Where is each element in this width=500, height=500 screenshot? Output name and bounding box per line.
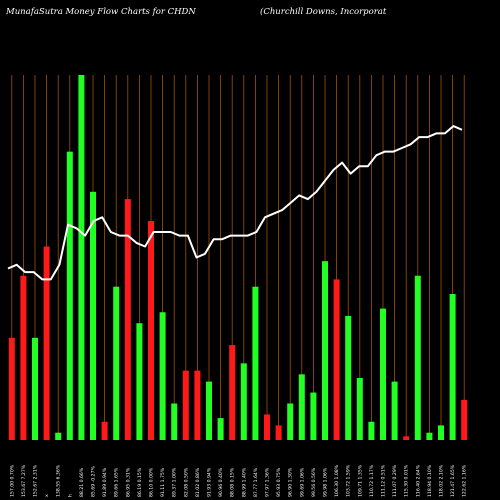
x-tick-label: 152.67 2.31% [33, 464, 39, 497]
x-tick-label: 138.55 6.36% [56, 464, 62, 497]
chart-title: MunafaSutra Money Flow Charts for CHDN [6, 7, 196, 17]
x-tick-label: 96.90 1.30% [288, 467, 294, 497]
money-flow-bar [264, 414, 270, 440]
money-flow-bar [206, 381, 212, 440]
money-flow-bar [229, 345, 236, 440]
money-flow-bar [32, 337, 38, 440]
x-tick-label: 90.96 0.40% [218, 467, 224, 497]
x-tick-label: 109.71 1.35% [357, 464, 363, 497]
x-tick-label: 153.67 7.27% [21, 464, 27, 497]
money-flow-bar [368, 421, 375, 440]
money-flow-bar [66, 151, 73, 440]
x-tick-label: 116.40 2.64% [415, 464, 421, 497]
x-tick-label: 81.02 0.86% [195, 467, 201, 497]
money-flow-bar [426, 432, 433, 440]
money-flow-bar [217, 418, 224, 440]
x-tick-label: 122.62 1.16% [462, 464, 468, 497]
x-tick-label: 87.77 1.64% [253, 467, 259, 497]
x-tick-label: 89.37 1.00% [172, 467, 178, 497]
x-tick-label: 89.66 1.65% [114, 467, 120, 497]
x-tick-label: 86.10 0.00% [149, 467, 155, 497]
money-flow-bar [90, 191, 96, 440]
money-flow-bar [356, 377, 363, 440]
money-flow-bar [78, 75, 85, 440]
money-flow-bar [252, 286, 259, 440]
x-tick-label: h [67, 494, 73, 497]
money-flow-bar [403, 436, 410, 440]
x-tick-label: 103.72 1.59% [346, 464, 352, 497]
money-flow-bar [391, 381, 398, 440]
x-tick-label: 91.93 0.94% [207, 467, 213, 497]
x-tick-label: 110.72 1.17% [369, 464, 375, 497]
money-flow-bar [43, 246, 50, 440]
x-tick-label: 157.00 0.70% [9, 464, 15, 497]
x-tick-label: 106.30 1.08% [334, 464, 340, 497]
x-tick-label: 99.56 0.56% [311, 467, 317, 497]
x-tick-label: 111.07 0.29% [392, 464, 398, 497]
money-flow-bar [298, 374, 305, 440]
money-flow-bar [194, 370, 201, 440]
x-tick-label: 88.99 1.40% [241, 467, 247, 497]
x-tick-label: 115.30 0.01% [404, 464, 410, 497]
money-flow-bar [136, 323, 143, 440]
money-flow-bar [101, 421, 108, 440]
money-flow-bar [322, 261, 328, 440]
x-tick-label: 111.12 0.51% [381, 464, 387, 497]
money-flow-bar [275, 425, 282, 440]
money-flow-bar [124, 199, 131, 440]
money-flow-bar [380, 308, 386, 440]
money-flow-bar [182, 370, 189, 440]
money-flow-bar [345, 315, 352, 440]
money-flow-bar [113, 286, 120, 440]
money-flow-bar [159, 312, 166, 440]
x-tick-label: 88.08 0.15% [230, 467, 236, 497]
money-flow-bar [55, 432, 62, 440]
money-flow-bar [414, 275, 421, 440]
money-flow-bar [8, 337, 15, 440]
x-tick-label: 99.69 1.06% [299, 467, 305, 497]
money-flow-bar [449, 294, 456, 440]
x-tick-label: 97.97 1.36% [265, 467, 271, 497]
x-tick-label: x [45, 494, 50, 497]
x-tick-label: 85.69 -0.27% [91, 466, 97, 497]
money-flow-bar [438, 425, 444, 440]
money-flow-bar [310, 392, 317, 440]
x-tick-label: 91.89 0.94% [102, 467, 108, 497]
money-flow-bar [20, 275, 27, 440]
x-tick-label: 91.11 1.75% [160, 467, 166, 497]
x-tick-label: 118.94 0.10% [427, 464, 433, 497]
money-flow-bar [461, 399, 468, 440]
x-tick-label: 121.47 1.65% [450, 464, 456, 497]
money-flow-bar [287, 403, 294, 440]
company-name: (Churchill Downs, Incorporat [260, 7, 387, 17]
money-flow-bar [240, 363, 247, 440]
x-tick-label: 82.08 0.50% [183, 467, 189, 497]
x-tick-label: 86.95 0.31% [125, 467, 131, 497]
x-tick-label: 99.98 1.06% [323, 467, 329, 497]
x-tick-label: 86.19 0.15% [137, 467, 143, 497]
x-tick-label: 88.21 0.66% [79, 467, 85, 497]
money-flow-bar [333, 279, 340, 440]
x-tick-label: 95.93 0.75% [276, 467, 282, 497]
x-tick-label: 118.02 2.10% [439, 464, 445, 497]
money-flow-bar [171, 403, 178, 440]
price-line [7, 125, 463, 281]
money-flow-bar [148, 221, 154, 440]
